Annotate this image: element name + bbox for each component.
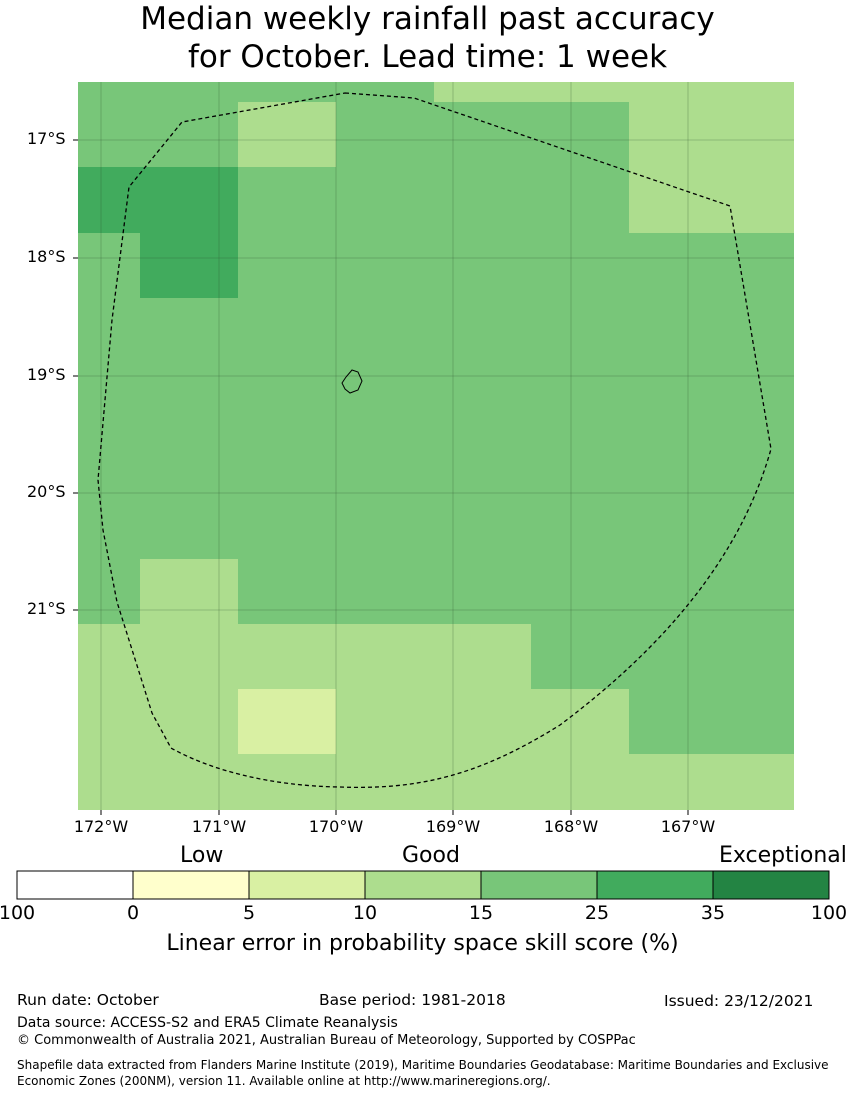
grid-cell-dark-b xyxy=(140,233,238,298)
lat-label-19s: 19°S xyxy=(27,365,66,384)
colorbar-tick: 100 xyxy=(810,902,848,924)
shapefile-credit: Shapefile data extracted from Flanders M… xyxy=(17,1057,847,1089)
colorbar xyxy=(16,870,830,900)
grid-cell-south-c xyxy=(531,689,629,810)
colorbar-tick: 25 xyxy=(584,902,610,924)
lat-label-21s: 21°S xyxy=(27,599,66,618)
colorbar-tick: 10 xyxy=(352,902,378,924)
issued-date: Issued: 23/12/2021 xyxy=(664,992,814,1010)
data-source: Data source: ACCESS-S2 and ERA5 Climate … xyxy=(17,1015,398,1031)
category-exceptional: Exceptional xyxy=(719,843,847,868)
grid-cell-top-left-light xyxy=(238,102,336,167)
colorbar-tick: 0 xyxy=(126,902,140,924)
grid-cell-south-pale xyxy=(238,689,336,754)
grid-cell-south-a xyxy=(140,559,238,624)
map-title: Median weekly rainfall past accuracy for… xyxy=(0,0,855,76)
skill-grid xyxy=(78,82,794,810)
lon-label-167w: 167°W xyxy=(660,817,716,836)
colorbar-axis-label: Linear error in probability space skill … xyxy=(166,931,679,956)
lon-label-169w: 169°W xyxy=(425,817,481,836)
lon-label-170w: 170°W xyxy=(308,817,364,836)
island-outline xyxy=(341,369,363,394)
title-line-1: Median weekly rainfall past accuracy xyxy=(140,1,715,37)
lon-label-172w: 172°W xyxy=(73,817,129,836)
colorbar-bin-1 xyxy=(17,871,133,899)
shapefile-credit-line-1: Shapefile data extracted from Flanders M… xyxy=(17,1058,829,1072)
colorbar-tick: 15 xyxy=(468,902,494,924)
grid-cell-top-right-a xyxy=(434,82,794,102)
colorbar-tick: 5 xyxy=(242,902,256,924)
colorbar-bin-3 xyxy=(249,871,365,899)
lat-label-20s: 20°S xyxy=(27,482,66,501)
colorbar-bin-2 xyxy=(133,871,249,899)
colorbar-bin-5 xyxy=(481,871,597,899)
category-low: Low xyxy=(180,843,224,868)
axis-ticks xyxy=(73,139,689,815)
copyright: © Commonwealth of Australia 2021, Austra… xyxy=(17,1033,636,1048)
lat-label-17s: 17°S xyxy=(27,129,66,148)
colorbar-tick: 100 xyxy=(0,902,36,924)
lon-label-171w: 171°W xyxy=(191,817,247,836)
grid-cell-dark-a xyxy=(78,167,238,233)
colorbar-tick: 35 xyxy=(700,902,726,924)
category-good: Good xyxy=(402,843,460,868)
shapefile-credit-line-2: Economic Zones (200NM), version 11. Avai… xyxy=(17,1074,551,1088)
title-line-2: for October. Lead time: 1 week xyxy=(187,39,668,75)
run-date: Run date: October xyxy=(17,991,159,1009)
colorbar-bin-6 xyxy=(597,871,713,899)
grid-cell-south-d xyxy=(629,754,794,810)
graticule xyxy=(78,82,794,810)
lat-label-18s: 18°S xyxy=(27,247,66,266)
lon-label-168w: 168°W xyxy=(543,817,599,836)
base-period: Base period: 1981-2018 xyxy=(319,991,506,1009)
colorbar-bin-4 xyxy=(365,871,481,899)
colorbar-bin-7 xyxy=(713,871,829,899)
grid-cell-top-right-b xyxy=(629,102,794,233)
